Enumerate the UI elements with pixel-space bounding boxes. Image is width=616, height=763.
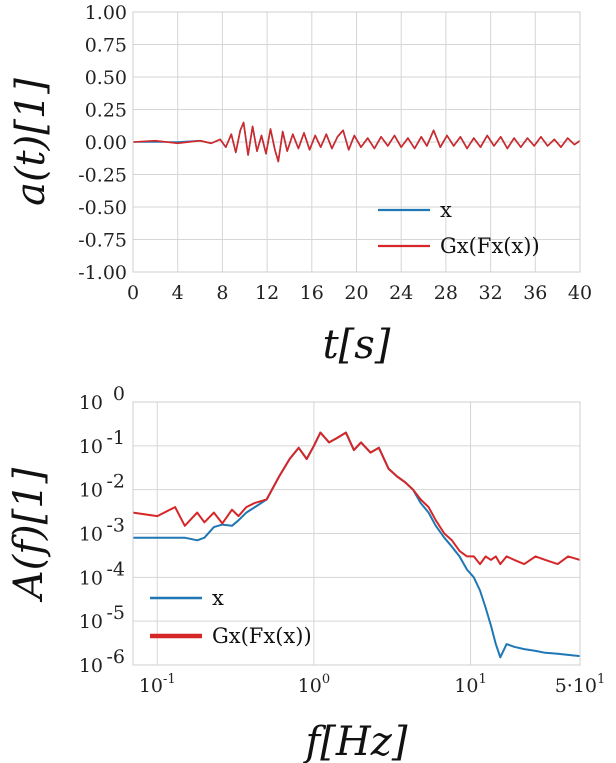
x-ticks: 0 4 8 12 16 20 24 28 32 36 40 — [127, 282, 592, 304]
y-tick-label: -1.00 — [78, 262, 127, 284]
plot-frame — [132, 401, 581, 666]
grid — [133, 401, 581, 666]
spectrum-chart: 10-1 100 101 5·101 10 010 -110 -210 -310 -410 -51… — [6, 383, 605, 763]
x-tick-label: 16 — [300, 282, 324, 304]
x-ticks: 10-1 100 101 5·101 — [139, 672, 605, 697]
y-tick-label: -0.50 — [78, 197, 127, 219]
series-line-reconstruction — [132, 121, 581, 163]
y-tick-label: 10 — [79, 480, 103, 502]
y-tick-label: 10 — [79, 567, 103, 589]
legend-label-reconstruction: Gx(Fx(x)) — [440, 234, 540, 258]
y-tick-exponent: -6 — [106, 646, 125, 668]
y-tick-exponent: -4 — [106, 558, 125, 580]
y-tick-label: 10 — [79, 655, 103, 677]
y-tick-label: -0.25 — [78, 165, 127, 187]
x-axis-label: f[Hz] — [303, 719, 408, 763]
y-tick-exponent: 0 — [113, 383, 125, 405]
x-tick-label: 100 — [298, 672, 330, 697]
y-tick-label: 0.25 — [85, 100, 127, 122]
x-tick-label: 0 — [127, 282, 139, 304]
y-tick-label: 10 — [79, 524, 103, 546]
legend-label-x: x — [440, 198, 452, 222]
x-tick-label: 101 — [454, 672, 486, 697]
y-tick-exponent: -5 — [106, 602, 125, 624]
legend: x Gx(Fx(x)) — [378, 198, 540, 258]
y-ticks: 1.00 0.75 0.50 0.25 0.00 -0.25 -0.50 -0.75 -1.00 — [78, 2, 127, 284]
x-axis-label: t[s] — [323, 322, 391, 368]
x-tick-label: 28 — [434, 282, 458, 304]
x-tick-label: 24 — [389, 282, 413, 304]
series-line-reconstruction — [132, 431, 581, 566]
legend-label-x: x — [212, 586, 224, 610]
x-tick-label: 20 — [344, 282, 368, 304]
time-history-chart: 0 4 8 12 16 20 24 28 32 36 40 1.00 0.75 0.50 0.25 0.00… — [8, 2, 592, 368]
y-tick-label: 0.50 — [85, 67, 127, 89]
x-tick-label: 4 — [172, 282, 184, 304]
plot-frame — [132, 11, 581, 273]
x-tick-label: 40 — [568, 282, 592, 304]
x-tick-label: 32 — [479, 282, 503, 304]
y-tick-label: 10 — [79, 436, 103, 458]
x-tick-label: 5·101 — [555, 672, 606, 697]
y-tick-label: 0.75 — [85, 35, 127, 57]
y-tick-exponent: -1 — [106, 427, 125, 449]
x-tick-label: 36 — [523, 282, 547, 304]
y-tick-label: -0.75 — [78, 230, 127, 252]
series-group — [132, 431, 581, 659]
legend-label-reconstruction: Gx(Fx(x)) — [212, 624, 312, 648]
x-tick-label: 8 — [216, 282, 228, 304]
y-axis-label: A(f)[1] — [6, 467, 52, 603]
y-tick-label: 10 — [79, 611, 103, 633]
y-tick-label: 1.00 — [85, 2, 127, 24]
x-tick-label: 12 — [255, 282, 279, 304]
grid — [132, 11, 581, 273]
y-axis-label: a(t)[1] — [8, 78, 54, 206]
series-group — [132, 121, 581, 163]
x-tick-label: 10-1 — [139, 672, 176, 697]
legend: x Gx(Fx(x)) — [150, 586, 312, 648]
series-line-x — [133, 431, 581, 659]
y-tick-exponent: -2 — [106, 471, 125, 493]
y-tick-label: 10 — [79, 392, 103, 414]
y-tick-exponent: -3 — [106, 515, 125, 537]
y-tick-label: 0.00 — [85, 132, 127, 154]
